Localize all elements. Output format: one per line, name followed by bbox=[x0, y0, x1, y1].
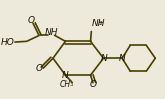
Text: HO: HO bbox=[1, 38, 15, 47]
Text: O: O bbox=[90, 80, 97, 89]
Text: NH: NH bbox=[45, 28, 58, 37]
Text: 3: 3 bbox=[69, 82, 73, 87]
Text: O: O bbox=[35, 64, 43, 73]
Text: CH: CH bbox=[60, 80, 71, 89]
Text: N: N bbox=[100, 54, 107, 63]
Text: NH: NH bbox=[92, 19, 105, 28]
Text: 2: 2 bbox=[99, 21, 103, 26]
Text: O: O bbox=[28, 16, 35, 25]
Text: N: N bbox=[119, 54, 126, 63]
Text: N: N bbox=[62, 71, 69, 80]
